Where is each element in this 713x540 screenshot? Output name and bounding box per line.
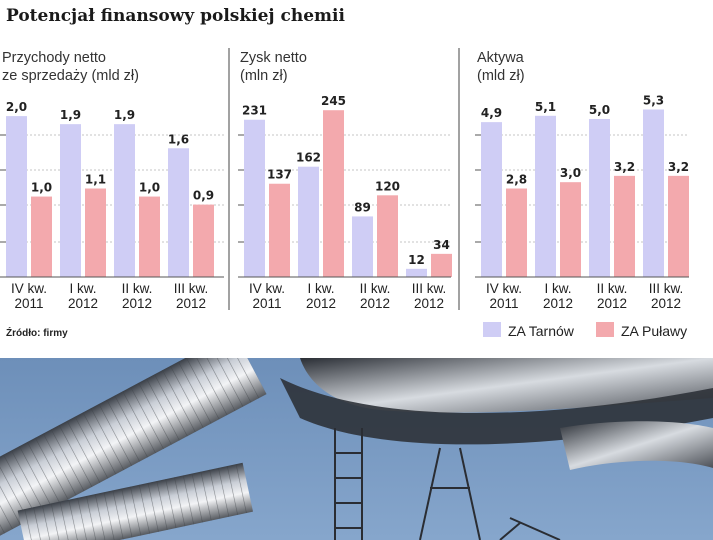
data-label: 0,9 [193,189,214,203]
bar-za-tarnow [6,116,27,277]
data-label: 137 [267,168,292,182]
legend-swatch-za-tarnow [483,322,501,337]
category-label: III kw. [649,281,684,296]
legend: ZA Tarnów ZA Puławy [483,322,687,339]
data-label: 5,1 [535,100,556,114]
data-label: 1,6 [168,132,189,146]
category-label: 2012 [543,296,573,311]
bar-za-tarnow [244,119,265,277]
bar-za-tarnow [481,122,502,277]
data-label: 120 [375,179,400,193]
data-label: 2,8 [506,173,527,187]
data-label: 3,2 [668,160,689,174]
bar-za-pulawy [31,196,52,277]
category-label: 2011 [489,296,518,311]
category-label: III kw. [174,281,209,296]
data-label: 34 [433,238,450,252]
category-label: 2012 [597,296,627,311]
category-label: IV kw. [249,281,285,296]
legend-swatch-za-pulawy [596,322,614,337]
category-label: 2011 [14,296,43,311]
category-label: 2011 [252,296,281,311]
industrial-pipes-photo [0,358,713,540]
category-label: III kw. [412,281,447,296]
panel-title-line: (mld zł) [477,68,525,84]
chart-panel-2: Zysk netto (mln zł) 231 137 IV kw.2011 162 245… [238,48,460,311]
category-label: II kw. [597,281,628,296]
panel-title-line: ze sprzedaży (mld zł) [2,68,139,84]
bar-za-pulawy [85,188,106,277]
data-label: 245 [321,94,346,108]
data-label: 4,9 [481,106,502,120]
infographic: Potencjał finansowy polskiej chemii Przy… [0,6,690,339]
bar-za-pulawy [614,175,635,277]
data-label: 2,0 [6,100,27,114]
data-label: 1,1 [85,173,106,187]
bar-za-pulawy [431,253,452,277]
category-label: 2012 [414,296,444,311]
data-label: 89 [354,200,371,214]
category-label: IV kw. [11,281,47,296]
data-label: 12 [408,253,425,267]
category-label: I kw. [69,281,96,296]
data-label: 1,0 [31,181,52,195]
category-label: II kw. [122,281,153,296]
data-label: 162 [296,151,321,165]
data-label: 5,0 [589,103,610,117]
legend-label-za-pulawy: ZA Puławy [621,323,687,339]
category-label: 2012 [360,296,390,311]
bar-za-pulawy [377,195,398,277]
source-note: Źródło: firmy [6,326,68,339]
bar-za-pulawy [193,204,214,277]
category-label: 2012 [68,296,98,311]
bar-za-pulawy [323,110,344,277]
chart-panel-1: Przychody netto ze sprzedaży (mld zł) 2,0 1… [0,48,230,311]
bar-za-tarnow [60,124,81,278]
bar-za-pulawy [506,188,527,277]
chart-title: Potencjał finansowy polskiej chemii [6,6,345,26]
category-label: 2012 [176,296,206,311]
panel-title-line: Przychody netto [2,50,106,66]
category-label: 2012 [651,296,681,311]
bar-za-tarnow [406,268,427,277]
chart-area: Potencjał finansowy polskiej chemii Przy… [0,6,689,339]
data-label: 3,0 [560,166,581,180]
data-label: 1,9 [60,108,81,122]
data-label: 5,3 [643,93,664,107]
bar-za-tarnow [643,109,664,277]
data-label: 1,0 [139,181,160,195]
category-label: I kw. [544,281,571,296]
bar-za-pulawy [269,183,290,277]
category-label: 2012 [306,296,336,311]
category-label: I kw. [307,281,334,296]
data-label: 231 [242,104,267,118]
bar-za-pulawy [139,196,160,277]
bar-za-pulawy [668,175,689,277]
pipes-illustration [0,358,713,540]
bar-za-tarnow [589,118,610,277]
bar-za-pulawy [560,182,581,277]
category-label: IV kw. [486,281,522,296]
legend-label-za-tarnow: ZA Tarnów [508,323,575,339]
bar-za-tarnow [298,166,319,277]
chart-panel-3: Aktywa (mld zł) 4,9 2,8 IV kw.2011 5,1 3,0 I kw… [475,50,689,311]
panel-title-line: Zysk netto [240,50,307,66]
bar-za-tarnow [114,124,135,278]
bar-za-tarnow [352,216,373,277]
category-label: II kw. [360,281,391,296]
bar-za-tarnow [535,115,556,277]
panel-title-line: (mln zł) [240,68,288,84]
bar-za-tarnow [168,148,189,277]
data-label: 1,9 [114,108,135,122]
category-label: 2012 [122,296,152,311]
panel-title-line: Aktywa [477,50,525,66]
data-label: 3,2 [614,160,635,174]
